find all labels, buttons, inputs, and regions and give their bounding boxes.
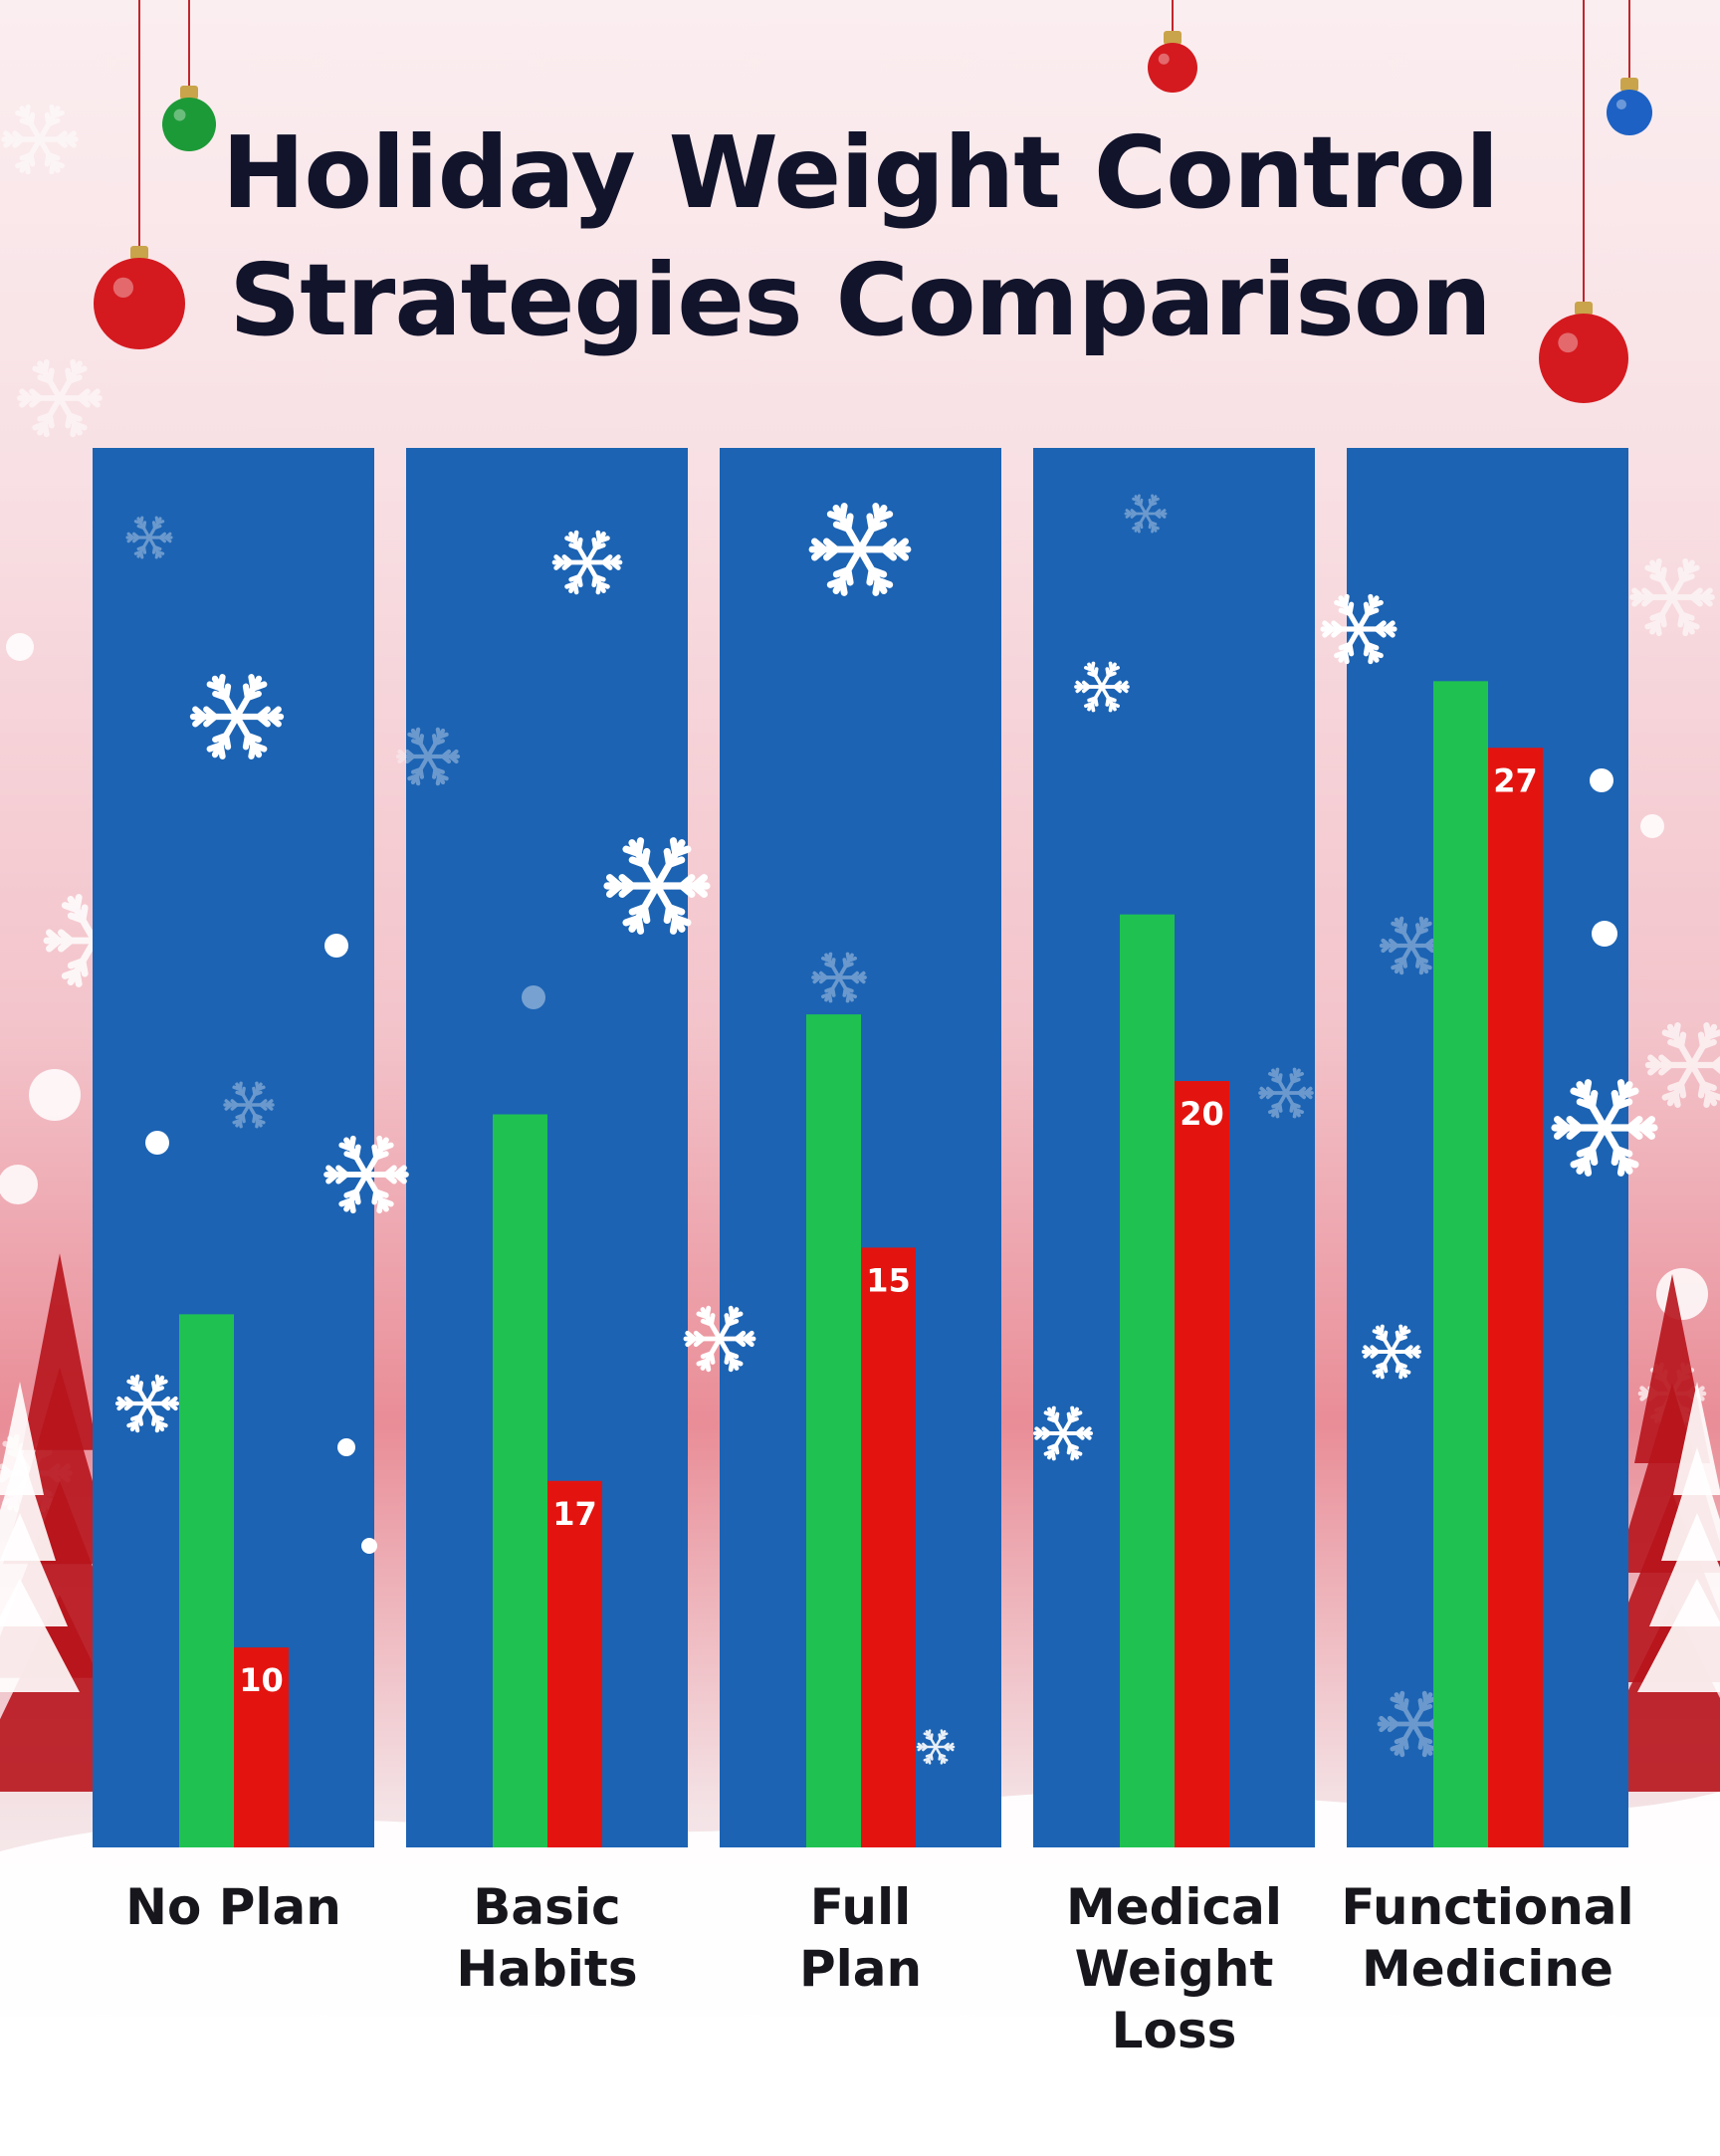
snowflake-icon <box>17 358 103 438</box>
ornament-ball <box>1539 314 1628 403</box>
snowflake-icon <box>114 1374 180 1433</box>
ornament-cap <box>130 246 148 260</box>
snowflake-icon <box>323 1135 409 1214</box>
snowflake-icon <box>223 1081 275 1129</box>
snowflake-icon <box>811 952 867 1003</box>
bar-series-1 <box>806 1014 861 1847</box>
category-label: Medical Weight Loss <box>1065 1878 1283 2059</box>
snowflake-icon <box>1629 557 1715 637</box>
snow-dot <box>1592 921 1617 947</box>
snowflake-icon <box>808 503 912 596</box>
ornament-cap <box>1575 302 1593 316</box>
ornament-ball <box>1148 43 1197 93</box>
snow-dot <box>361 1538 377 1554</box>
snow-dot <box>6 633 34 661</box>
ornament-shine <box>1558 332 1579 353</box>
snowflake-icon <box>916 1729 956 1765</box>
snowflake-icon <box>1 104 79 175</box>
snow-dot <box>337 1438 355 1456</box>
snow-dot <box>145 1131 169 1155</box>
ornament-ball <box>162 98 216 151</box>
category-label: Full Plan <box>798 1878 923 1998</box>
snowflake-icon <box>125 516 173 559</box>
data-label: 17 <box>552 1495 597 1533</box>
category-label: Functional Medicine <box>1341 1878 1634 1998</box>
snowflake-icon <box>1124 494 1168 534</box>
bar-series-1 <box>1433 681 1488 1848</box>
data-label: 15 <box>866 1261 911 1299</box>
ornament-ball <box>94 258 185 349</box>
ornament-cap <box>1620 78 1638 92</box>
data-label: 10 <box>239 1661 284 1699</box>
snowflake-icon <box>1644 1022 1720 1108</box>
snowflake-icon <box>551 530 623 595</box>
snowflake-icon <box>1074 661 1130 713</box>
snowflake-icon <box>1258 1067 1314 1119</box>
ornament-cap <box>1164 31 1182 45</box>
snowflake-icon <box>1551 1079 1658 1177</box>
tree-tier <box>0 1382 44 1495</box>
bar-series-1 <box>1120 914 1175 1847</box>
snow-dot <box>29 1069 81 1121</box>
bar-series-2 <box>1175 1081 1229 1847</box>
snow-dot <box>1656 1268 1708 1320</box>
snowflake-icon <box>1033 1405 1093 1461</box>
bar-series-1 <box>179 1314 234 1847</box>
snow-dot <box>1590 768 1613 792</box>
chart-title: Holiday Weight Control Strategies Compar… <box>221 114 1500 358</box>
bar-series-2 <box>547 1480 602 1847</box>
category-label: No Plan <box>125 1878 341 1936</box>
ornament-shine <box>1615 99 1627 110</box>
ornament-ball <box>1607 90 1652 135</box>
ornament-shine <box>173 108 186 121</box>
tree-tier <box>1673 1382 1720 1495</box>
snowflake-icon <box>603 837 711 935</box>
snowflake-icon <box>189 674 285 759</box>
snowflake-icon <box>683 1305 756 1373</box>
data-label: 27 <box>1493 761 1538 799</box>
snow-dot <box>522 985 545 1009</box>
snowflake-icon <box>1362 1324 1421 1380</box>
ornament-shine <box>112 277 134 299</box>
snowflake-icon <box>1320 593 1398 665</box>
snow-dot <box>1640 814 1664 838</box>
ornament-cap <box>180 86 198 100</box>
snowflake-icon <box>395 727 461 786</box>
snow-dot <box>324 934 348 958</box>
bar-series-2 <box>234 1647 289 1847</box>
bar-series-1 <box>493 1114 547 1847</box>
data-label: 20 <box>1180 1095 1224 1133</box>
snow-ground <box>0 1792 1720 2156</box>
category-label: Basic Habits <box>456 1878 638 1998</box>
bar-series-2 <box>1488 748 1543 1848</box>
ornament-shine <box>1158 53 1170 65</box>
bar-series-2 <box>861 1247 916 1847</box>
tree-tier <box>22 1253 98 1450</box>
snow-dot <box>0 1165 38 1204</box>
